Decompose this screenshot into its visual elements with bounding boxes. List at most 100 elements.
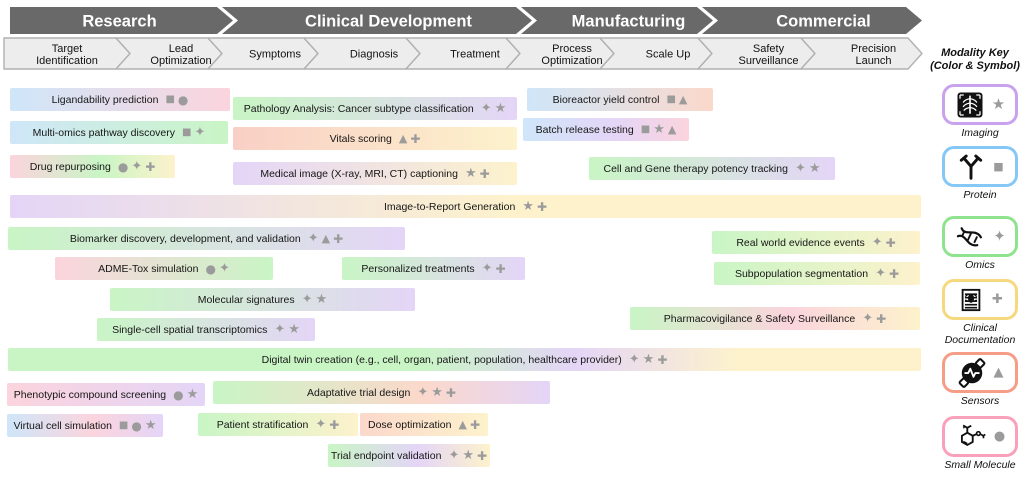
imaging-symbol-icon: ★ bbox=[494, 101, 507, 116]
use-case-bar: Vitals scoring ▲ ✚ bbox=[233, 127, 517, 150]
modality-key-item-clinical-documentation: ✚ Clinical Documentation bbox=[941, 279, 1019, 346]
use-case-bar: Virtual cell simulation ■ ● ★ bbox=[7, 414, 163, 437]
omics-symbol-icon: ✦ bbox=[862, 311, 874, 326]
omics-symbol-icon: ✦ bbox=[301, 292, 313, 307]
modality-key-title-line2: (Color & Symbol) bbox=[930, 60, 1020, 72]
modality-key-title: Modality Key (Color & Symbol) bbox=[926, 47, 1024, 73]
protein-symbol-icon: ■ bbox=[993, 160, 1004, 173]
modality-symbols: ■ ● bbox=[165, 94, 188, 106]
use-case-label: Bioreactor yield control bbox=[552, 93, 660, 106]
omics-symbol-icon: ✦ bbox=[480, 101, 492, 116]
imaging-symbol-icon: ★ bbox=[144, 418, 157, 433]
modality-symbols: ✦ ★ bbox=[302, 293, 328, 306]
imaging-symbol-icon: ★ bbox=[288, 322, 300, 337]
protein-symbol-icon: ■ bbox=[182, 126, 192, 138]
clinical-documentation-symbol-icon: ✚ bbox=[888, 266, 900, 281]
phase-label: Manufacturing bbox=[572, 13, 686, 31]
small-molecule-symbol-icon: ● bbox=[173, 387, 184, 402]
modality-symbols: ✦ ✚ bbox=[862, 312, 886, 325]
subphase-label: Process Optimization bbox=[541, 43, 602, 67]
protein-symbol-icon: ■ bbox=[640, 123, 651, 135]
subphase-arrow-precision-launch bbox=[800, 37, 923, 70]
modality-key-item-protein: ■ Protein bbox=[941, 146, 1019, 202]
omics-symbol-icon: ✦ bbox=[871, 235, 883, 250]
omics-symbol-icon: ✦ bbox=[993, 227, 1006, 245]
use-case-bar: Dose optimization ▲ ✚ bbox=[360, 413, 488, 436]
use-case-bar: Image-to-Report Generation ★ ✚ bbox=[10, 195, 921, 218]
use-case-bar: Cell and Gene therapy potency tracking ✦ ★ bbox=[589, 157, 835, 180]
small-molecule-symbol-icon: ● bbox=[205, 261, 216, 276]
xray-icon bbox=[955, 90, 985, 120]
phase-arrow-manufacturing bbox=[521, 7, 713, 34]
subphase-label: Diagnosis bbox=[350, 49, 399, 61]
protein-symbol-icon: ■ bbox=[165, 93, 175, 105]
modality-symbols: ▲ ✚ bbox=[399, 133, 421, 145]
subphase-label: Symptoms bbox=[249, 49, 301, 61]
clinical-documentation-symbol-icon: ✚ bbox=[469, 417, 480, 432]
lifecycle-bands: Research Clinical Development Manufacturin… bbox=[3, 7, 923, 70]
modality-symbols: ● ✦ ✚ bbox=[118, 160, 155, 173]
modality-key-item-omics: ✦ Omics bbox=[941, 216, 1019, 272]
modality-symbols: ■ ● ★ bbox=[119, 419, 157, 432]
use-case-label: Biomarker discovery, development, and va… bbox=[69, 232, 301, 245]
modality-key-title-line1: Modality Key bbox=[941, 47, 1009, 59]
use-case-bar: Single-cell spatial transcriptomics ✦ ★ bbox=[97, 318, 315, 341]
modality-symbols: ■ ✦ bbox=[182, 126, 205, 139]
modality-key-label: Sensors bbox=[960, 395, 1000, 407]
subphase-label: Lead Optimization bbox=[150, 43, 211, 67]
modality-symbols: ✦ ▲ ✚ bbox=[308, 232, 343, 245]
sensors-symbol-icon: ▲ bbox=[398, 132, 408, 145]
modality-key-label: Omics bbox=[965, 259, 995, 271]
small-molecule-symbol-icon: ● bbox=[131, 418, 142, 433]
modality-symbols: ✦ ★ bbox=[274, 323, 300, 336]
imaging-symbol-icon: ★ bbox=[464, 166, 477, 181]
imaging-symbol-icon: ★ bbox=[186, 387, 199, 402]
subphase-label: Scale Up bbox=[646, 49, 691, 61]
modality-key-box: ▲ bbox=[942, 352, 1018, 393]
use-case-label: Phenotypic compound screening bbox=[13, 388, 167, 401]
modality-symbols: ★ ✚ bbox=[465, 167, 490, 180]
clinical-documentation-symbol-icon: ✚ bbox=[885, 235, 896, 250]
use-case-bar: Molecular signatures ✦ ★ bbox=[110, 288, 415, 311]
modality-symbols: ● ✦ bbox=[205, 262, 229, 275]
use-case-label: Single-cell spatial transcriptomics bbox=[112, 323, 268, 336]
small-molecule-symbol-icon: ● bbox=[117, 159, 129, 174]
use-case-label: Pharmacovigilance & Safety Surveillance bbox=[663, 312, 856, 325]
use-case-label: Dose optimization bbox=[368, 418, 452, 431]
use-case-label: Pathology Analysis: Cancer subtype class… bbox=[243, 102, 474, 115]
omics-symbol-icon: ✦ bbox=[448, 448, 460, 463]
sensors-symbol-icon: ▲ bbox=[993, 365, 1004, 380]
use-case-label: Adaptative trial design bbox=[307, 386, 411, 399]
use-case-bar: ADME-Tox simulation ● ✦ bbox=[55, 257, 273, 280]
phase-label: Commercial bbox=[776, 13, 870, 31]
protein-symbol-icon: ■ bbox=[118, 419, 129, 431]
omics-symbol-icon: ✦ bbox=[875, 266, 886, 281]
modality-symbols: ✦ ✚ bbox=[875, 267, 899, 280]
clinical-documentation-symbol-icon: ✚ bbox=[495, 261, 506, 276]
clinical-documentation-symbol-icon: ✚ bbox=[333, 231, 344, 246]
omics-symbol-icon: ✦ bbox=[218, 261, 230, 276]
modality-symbols: ✦ ★ ✚ bbox=[629, 353, 668, 366]
use-case-bar: Drug repurposing ● ✦ ✚ bbox=[10, 155, 175, 178]
small-molecule-symbol-icon: ● bbox=[993, 429, 1006, 444]
clinical-documentation-symbol-icon: ✚ bbox=[992, 292, 1003, 307]
omics-symbol-icon: ✦ bbox=[417, 385, 429, 400]
use-case-label: Molecular signatures bbox=[197, 293, 295, 306]
clinical-documentation-symbol-icon: ✚ bbox=[536, 199, 548, 214]
use-case-label: Image-to-Report Generation bbox=[383, 200, 516, 213]
imaging-symbol-icon: ★ bbox=[642, 352, 655, 367]
use-case-label: Virtual cell simulation bbox=[13, 419, 112, 432]
sensor-icon bbox=[957, 357, 987, 388]
modality-symbols: ✦ ✚ bbox=[315, 418, 339, 431]
imaging-symbol-icon: ★ bbox=[991, 95, 1006, 113]
use-case-label: Trial endpoint validation bbox=[330, 449, 442, 462]
sensors-symbol-icon: ▲ bbox=[678, 93, 688, 106]
use-case-bar: Digital twin creation (e.g., cell, organ… bbox=[8, 348, 921, 371]
sensors-symbol-icon: ▲ bbox=[321, 232, 331, 245]
use-case-label: Batch release testing bbox=[535, 123, 634, 136]
modality-key-label: Imaging bbox=[961, 127, 999, 139]
modality-key-box: ✦ bbox=[942, 216, 1018, 257]
subphase-label: Target Identification bbox=[36, 43, 98, 67]
omics-symbol-icon: ✦ bbox=[315, 417, 327, 432]
